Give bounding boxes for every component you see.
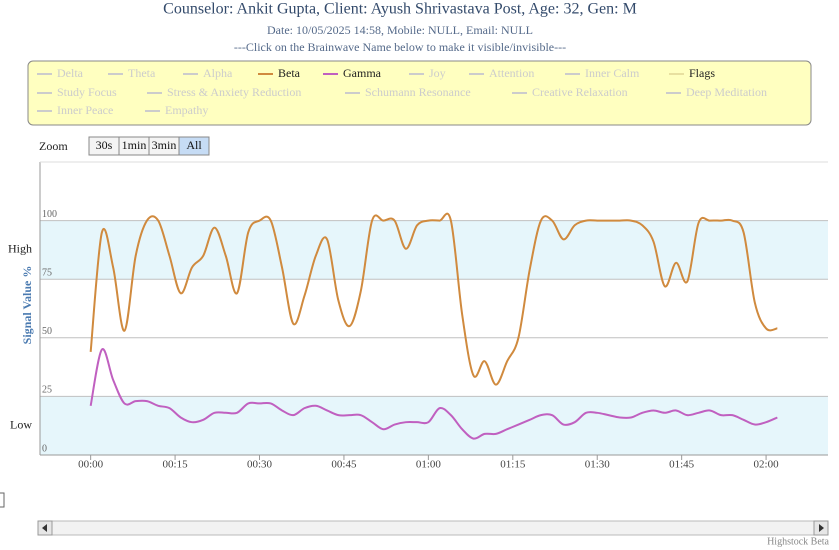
legend-item[interactable]: Creative Relaxation (532, 85, 628, 99)
legend-item[interactable]: Gamma (343, 66, 382, 80)
subtitle: Date: 10/05/2025 14:58, Mobile: NULL, Em… (267, 23, 533, 37)
chart-title: Counselor: Ankit Gupta, Client: Ayush Sh… (163, 1, 637, 18)
legend-item[interactable]: Beta (278, 66, 301, 80)
x-tick-label: 00:00 (78, 459, 104, 471)
y-tick-label: 75 (42, 267, 52, 278)
x-tick-label: 00:45 (331, 459, 357, 471)
legend-item[interactable]: Stress & Anxiety Reduction (167, 85, 301, 99)
legend-item[interactable]: Inner Peace (57, 103, 113, 117)
scroll-right-arrow (819, 524, 824, 532)
x-tick-label: 01:30 (585, 459, 611, 471)
y-tick-label: 0 (42, 443, 47, 454)
legend-item[interactable]: Inner Calm (585, 66, 640, 80)
plot-band (40, 396, 828, 455)
x-tick-label: 01:00 (416, 459, 442, 471)
x-tick-label: 00:30 (247, 459, 273, 471)
legend-item[interactable]: Joy (429, 66, 446, 80)
legend-item[interactable]: Empathy (165, 103, 208, 117)
y-axis-title: Signal Value % (20, 266, 34, 345)
legend-item[interactable]: Deep Meditation (686, 85, 767, 99)
credits: Highstock Beta (767, 536, 829, 547)
y-tick-label: 50 (42, 326, 52, 337)
zoom-button[interactable] (178, 136, 210, 156)
series-line (89, 348, 778, 440)
legend-item[interactable]: Flags (689, 66, 715, 80)
legend-item[interactable]: Delta (57, 66, 84, 80)
legend-item[interactable]: Alpha (203, 66, 233, 80)
note: ---Click on the Brainwave Name below to … (234, 40, 566, 54)
plot-band-label: Low (10, 417, 32, 431)
legend-item[interactable]: Theta (128, 66, 156, 80)
y-tick-label: 25 (42, 385, 52, 396)
zoom-button-label[interactable]: 3min (152, 138, 177, 152)
zoom-button-label[interactable]: 1min (122, 138, 147, 152)
plot-band (40, 220, 828, 280)
navigator-handle[interactable] (0, 492, 5, 508)
zoom-button-label[interactable]: All (186, 138, 202, 152)
legend-box (27, 60, 812, 126)
scrollbar[interactable] (37, 520, 829, 536)
x-tick-label: 00:15 (163, 459, 189, 471)
legend-item[interactable]: Schumann Resonance (365, 85, 471, 99)
zoom-label: Zoom (39, 139, 68, 153)
x-tick-label: 01:45 (669, 459, 695, 471)
plot-band-label: High (8, 242, 32, 256)
scroll-left-arrow (42, 524, 47, 532)
legend-item[interactable]: Attention (489, 66, 534, 80)
legend-item[interactable]: Study Focus (57, 85, 117, 99)
zoom-button-label[interactable]: 30s (96, 138, 113, 152)
series-line (89, 212, 778, 386)
y-tick-label: 100 (42, 209, 57, 220)
x-tick-label: 02:00 (754, 459, 780, 471)
x-tick-label: 01:15 (500, 459, 526, 471)
